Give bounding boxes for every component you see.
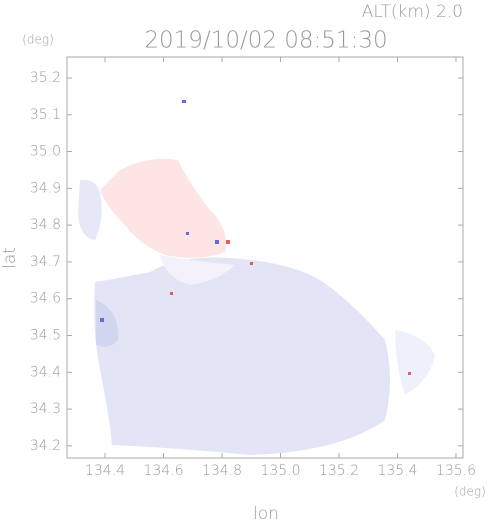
y-axis-label: lat <box>0 247 20 269</box>
y-tick-label: 34.3 <box>30 401 61 417</box>
x-tick-label: 134.8 <box>202 463 242 479</box>
y-tick-label: 34.2 <box>30 438 61 454</box>
y-tick-label: 34.6 <box>30 291 61 307</box>
x-axis-label: lon <box>253 504 279 521</box>
x-tick-label: 135.2 <box>319 463 359 479</box>
chart-title: 2019/10/02 08:51:30 <box>144 28 387 54</box>
y-unit: (deg) <box>22 33 54 47</box>
y-tick-label: 35.0 <box>30 144 61 160</box>
y-tick-label: 34.4 <box>30 364 61 380</box>
x-tick-label: 135.6 <box>436 463 476 479</box>
x-tick-label: 134.6 <box>143 463 183 479</box>
altitude-label: ALT(km) 2.0 <box>362 2 463 22</box>
x-tick-label: 135.0 <box>260 463 300 479</box>
y-tick-label: 34.5 <box>30 327 61 343</box>
x-tick-label: 135.4 <box>377 463 417 479</box>
y-tick-label: 34.7 <box>30 254 61 270</box>
y-tick-label: 34.8 <box>30 217 61 233</box>
y-tick-label: 35.1 <box>30 107 61 123</box>
y-tick-label: 35.2 <box>30 70 61 86</box>
y-tick-label: 34.9 <box>30 180 61 196</box>
radar-field <box>78 100 435 455</box>
plot-frame <box>66 56 464 459</box>
x-unit: (deg) <box>454 485 486 499</box>
x-tick-label: 134.4 <box>85 463 125 479</box>
